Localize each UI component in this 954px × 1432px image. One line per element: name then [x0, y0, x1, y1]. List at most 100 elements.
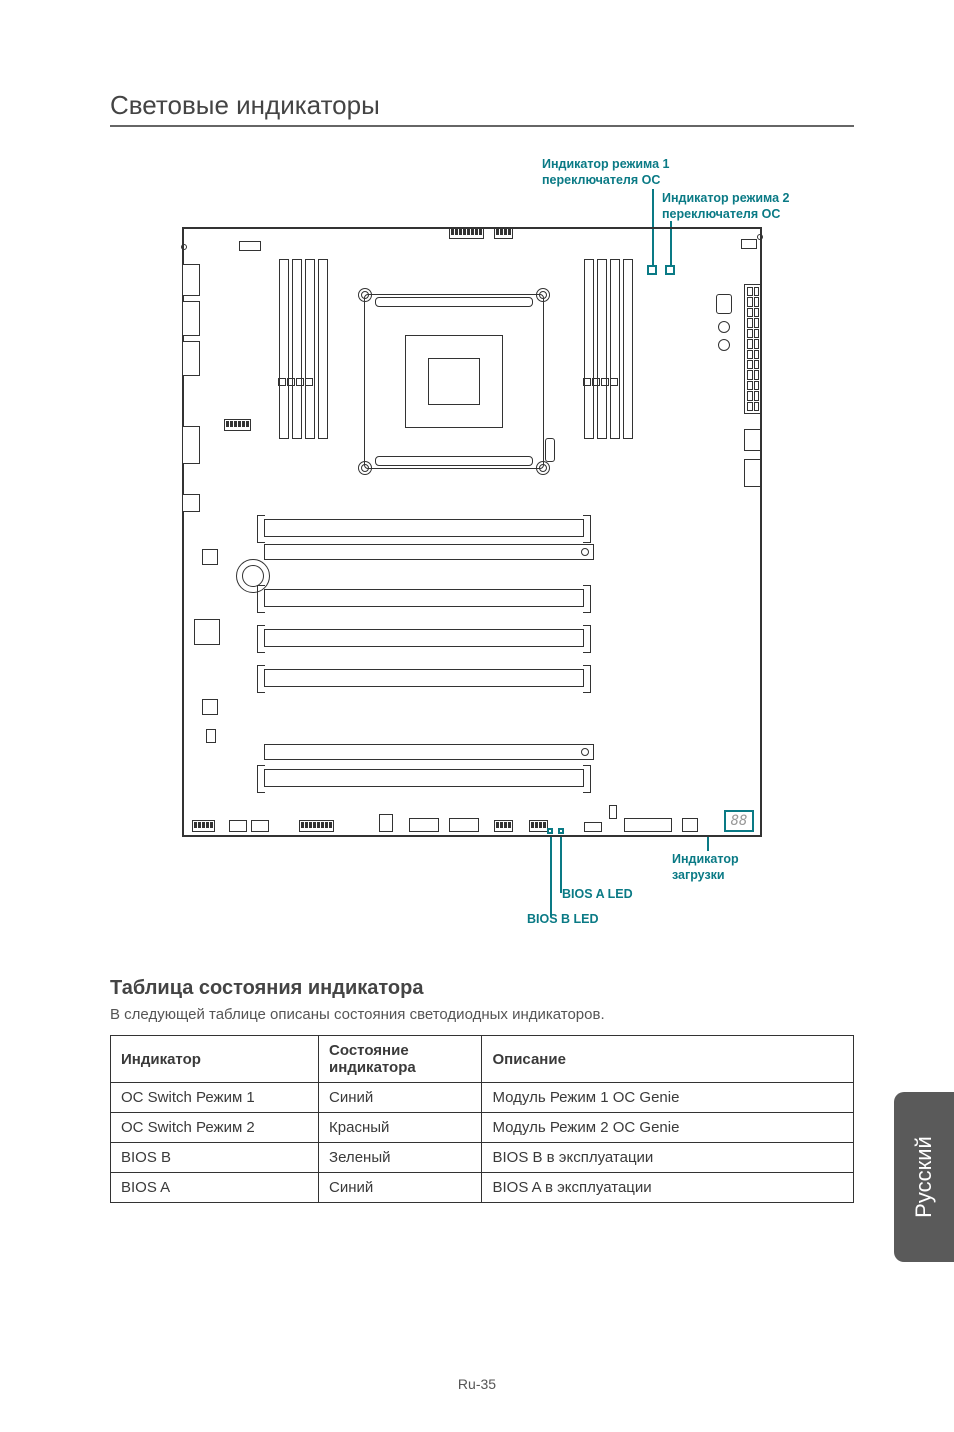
led-status-table: Индикатор Состояние индикатора Описание … — [110, 1035, 854, 1203]
page-number: Ru-35 — [458, 1376, 496, 1392]
pcie-slot — [264, 519, 584, 537]
language-tab-label: Русский — [911, 1136, 937, 1218]
table-header: Состояние индикатора — [319, 1036, 482, 1083]
header — [251, 820, 269, 832]
table-cell: Красный — [319, 1113, 482, 1143]
dimm-slot — [292, 259, 302, 439]
callout-oc-mode2: Индикатор режима 2 переключателя OC — [662, 191, 790, 222]
callout-text: Индикатор режима 1 — [542, 157, 670, 171]
io-port — [182, 426, 200, 464]
sata-port — [744, 429, 762, 451]
table-row: OC Switch Режим 1 Синий Модуль Режим 1 O… — [111, 1083, 854, 1113]
table-cell: Синий — [319, 1083, 482, 1113]
chip — [194, 619, 220, 645]
callout-text: загрузки — [672, 868, 725, 882]
callout-bios-a: BIOS A LED — [562, 887, 633, 903]
motherboard-outline: 88 — [182, 227, 762, 837]
m2-slot — [264, 744, 594, 760]
chip — [206, 729, 216, 743]
section-title: Световые индикаторы — [110, 90, 854, 127]
battery-icon — [236, 559, 270, 593]
callout-text: переключателя OC — [542, 173, 660, 187]
io-port — [182, 341, 200, 376]
dimm-slot — [305, 259, 315, 439]
debug-led: 88 — [724, 810, 754, 832]
screw-icon — [358, 461, 372, 475]
front-panel-header — [192, 820, 215, 832]
table-cell: BIOS B — [111, 1143, 319, 1173]
table-cell: OC Switch Режим 1 — [111, 1083, 319, 1113]
pcie-slot — [264, 589, 584, 607]
dimm-slot — [610, 259, 620, 439]
header — [224, 419, 251, 431]
language-tab: Русский — [894, 1092, 954, 1262]
table-cell: Синий — [319, 1173, 482, 1203]
screw-icon — [536, 288, 550, 302]
status-table-section: Таблица состояния индикатора В следующей… — [110, 977, 854, 1203]
dimm-latch — [582, 377, 632, 385]
pcie-slot — [264, 669, 584, 687]
pcie-slot — [264, 769, 584, 787]
dimm-slot — [279, 259, 289, 439]
bios-b-led — [547, 828, 553, 834]
cpu-ihs — [405, 335, 503, 428]
header — [584, 822, 602, 832]
leader-line — [550, 837, 552, 917]
header — [229, 820, 247, 832]
table-cell: Модуль Режим 2 OC Genie — [482, 1113, 854, 1143]
table-header: Индикатор — [111, 1036, 319, 1083]
m2-slot — [264, 544, 594, 560]
pcie-slot — [264, 629, 584, 647]
dimm-slot — [597, 259, 607, 439]
header — [529, 820, 548, 832]
leader-line — [707, 837, 709, 851]
table-cell: Зеленый — [319, 1143, 482, 1173]
dimm-slot — [318, 259, 328, 439]
table-row: BIOS A Синий BIOS A в эксплуатации — [111, 1173, 854, 1203]
io-port — [182, 494, 200, 512]
bios-a-led — [558, 828, 564, 834]
screw-icon — [536, 461, 550, 475]
cpu-socket — [364, 294, 544, 469]
screw-icon — [358, 288, 372, 302]
table-cell: BIOS B в эксплуатации — [482, 1143, 854, 1173]
sub-section-title: Таблица состояния индикатора — [110, 977, 854, 1000]
power-connector — [449, 227, 484, 239]
header — [624, 818, 672, 832]
io-port — [182, 264, 200, 296]
sata-port — [744, 459, 762, 487]
dimm-latch — [277, 377, 327, 385]
header — [409, 818, 439, 832]
table-row: BIOS B Зеленый BIOS B в эксплуатации — [111, 1143, 854, 1173]
power-connector — [494, 227, 513, 239]
usb-header — [299, 820, 334, 832]
callout-text: переключателя OC — [662, 207, 780, 221]
table-header: Описание — [482, 1036, 854, 1083]
mount-hole — [181, 244, 187, 250]
header — [449, 818, 479, 832]
atx-24pin — [744, 284, 762, 414]
table-cell: Модуль Режим 1 OC Genie — [482, 1083, 854, 1113]
callout-text: Индикатор режима 2 — [662, 191, 790, 205]
sub-section-desc: В следующей таблице описаны состояния св… — [110, 1006, 854, 1023]
header — [494, 820, 513, 832]
callout-text: Индикатор — [672, 852, 739, 866]
dimm-slot — [584, 259, 594, 439]
header — [682, 818, 698, 832]
header — [741, 239, 757, 249]
table-cell: BIOS A — [111, 1173, 319, 1203]
io-port — [182, 301, 200, 336]
table-cell: BIOS A в эксплуатации — [482, 1173, 854, 1203]
table-cell: OC Switch Режим 2 — [111, 1113, 319, 1143]
callout-bios-b: BIOS B LED — [527, 912, 599, 928]
callout-boot-indicator: Индикатор загрузки — [672, 852, 739, 883]
leader-line — [560, 837, 562, 893]
dimm-slot — [623, 259, 633, 439]
mount-hole — [757, 234, 763, 240]
header — [609, 805, 617, 819]
table-header-row: Индикатор Состояние индикатора Описание — [111, 1036, 854, 1083]
chip — [202, 699, 218, 715]
header — [379, 814, 393, 832]
callout-oc-mode1: Индикатор режима 1 переключателя OC — [542, 157, 670, 188]
motherboard-diagram: Индикатор режима 1 переключателя OC Инди… — [132, 157, 832, 927]
